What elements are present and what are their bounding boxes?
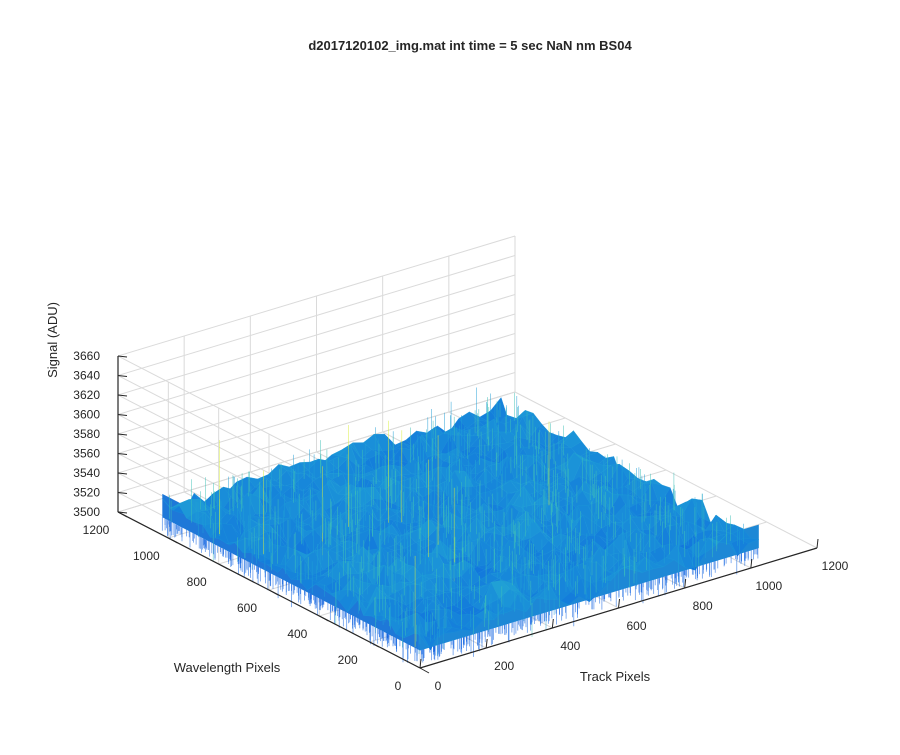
x-axis-label: Track Pixels xyxy=(580,669,651,684)
x-tick xyxy=(618,598,620,609)
z-tick xyxy=(117,472,128,475)
grid-line xyxy=(117,255,516,376)
z-tick-label: 3620 xyxy=(73,388,100,402)
y-tick-label: 800 xyxy=(187,575,207,589)
y-tick-label: 200 xyxy=(338,653,358,667)
x-tick xyxy=(816,538,819,549)
axes xyxy=(117,355,819,674)
z-tick-label: 3640 xyxy=(73,369,100,383)
grid-line xyxy=(117,235,516,357)
z-tick xyxy=(117,433,128,436)
z-tick xyxy=(117,492,128,494)
z-tick-label: 3540 xyxy=(73,466,100,480)
grid-line xyxy=(117,274,516,396)
x-tick-label: 400 xyxy=(560,639,580,653)
x-tick xyxy=(419,658,422,669)
z-tick-label: 3660 xyxy=(73,349,100,363)
y-tick xyxy=(268,589,279,596)
y-axis-label: Wavelength Pixels xyxy=(174,660,281,675)
x-tick-label: 800 xyxy=(693,599,713,613)
grid-line xyxy=(117,391,516,513)
tick-labels: 0 200 400 600 800 1000 1200 0 200 400 600 800 1000 12… xyxy=(73,349,848,693)
z-tick-label: 3600 xyxy=(73,408,100,422)
grid-line xyxy=(117,333,516,454)
y-tick xyxy=(319,615,329,622)
x-tick xyxy=(551,618,554,629)
grid-line xyxy=(117,294,516,415)
y-tick xyxy=(419,667,430,674)
z-tick-label: 3500 xyxy=(73,505,100,519)
z-tick xyxy=(117,414,128,416)
y-tick-label: 1000 xyxy=(133,549,160,563)
y-tick xyxy=(168,537,178,544)
x-tick-label: 200 xyxy=(494,659,514,673)
surface-patch xyxy=(411,626,431,651)
z-tick xyxy=(117,511,128,514)
z-tick-label: 3520 xyxy=(73,486,100,500)
surface xyxy=(161,387,759,663)
x-tick xyxy=(485,638,488,649)
x-tick-label: 1000 xyxy=(755,579,782,593)
y-tick xyxy=(369,641,379,648)
x-tick-label: 1200 xyxy=(822,559,849,573)
z-axis-label: Signal (ADU) xyxy=(45,302,60,378)
y-tick xyxy=(218,563,228,570)
grid-line xyxy=(117,372,516,493)
y-tick xyxy=(117,511,128,518)
z-tick-label: 3580 xyxy=(73,427,100,441)
x-tick xyxy=(750,558,753,569)
y-tick-label: 0 xyxy=(395,679,402,693)
z-tick-label: 3560 xyxy=(73,447,100,461)
z-tick xyxy=(117,375,128,377)
x-tick xyxy=(684,578,687,589)
x-tick-label: 600 xyxy=(626,619,646,633)
grid-line xyxy=(117,313,516,435)
y-tick-label: 400 xyxy=(287,627,307,641)
grid-line xyxy=(117,352,516,474)
y-tick-label: 600 xyxy=(237,601,257,615)
z-tick xyxy=(117,453,128,455)
x-tick-label: 0 xyxy=(435,679,442,693)
y-tick-label: 1200 xyxy=(83,523,110,537)
z-tick xyxy=(117,394,128,397)
z-tick xyxy=(117,355,128,358)
chart-title: d2017120102_img.mat int time = 5 sec NaN… xyxy=(308,38,632,53)
